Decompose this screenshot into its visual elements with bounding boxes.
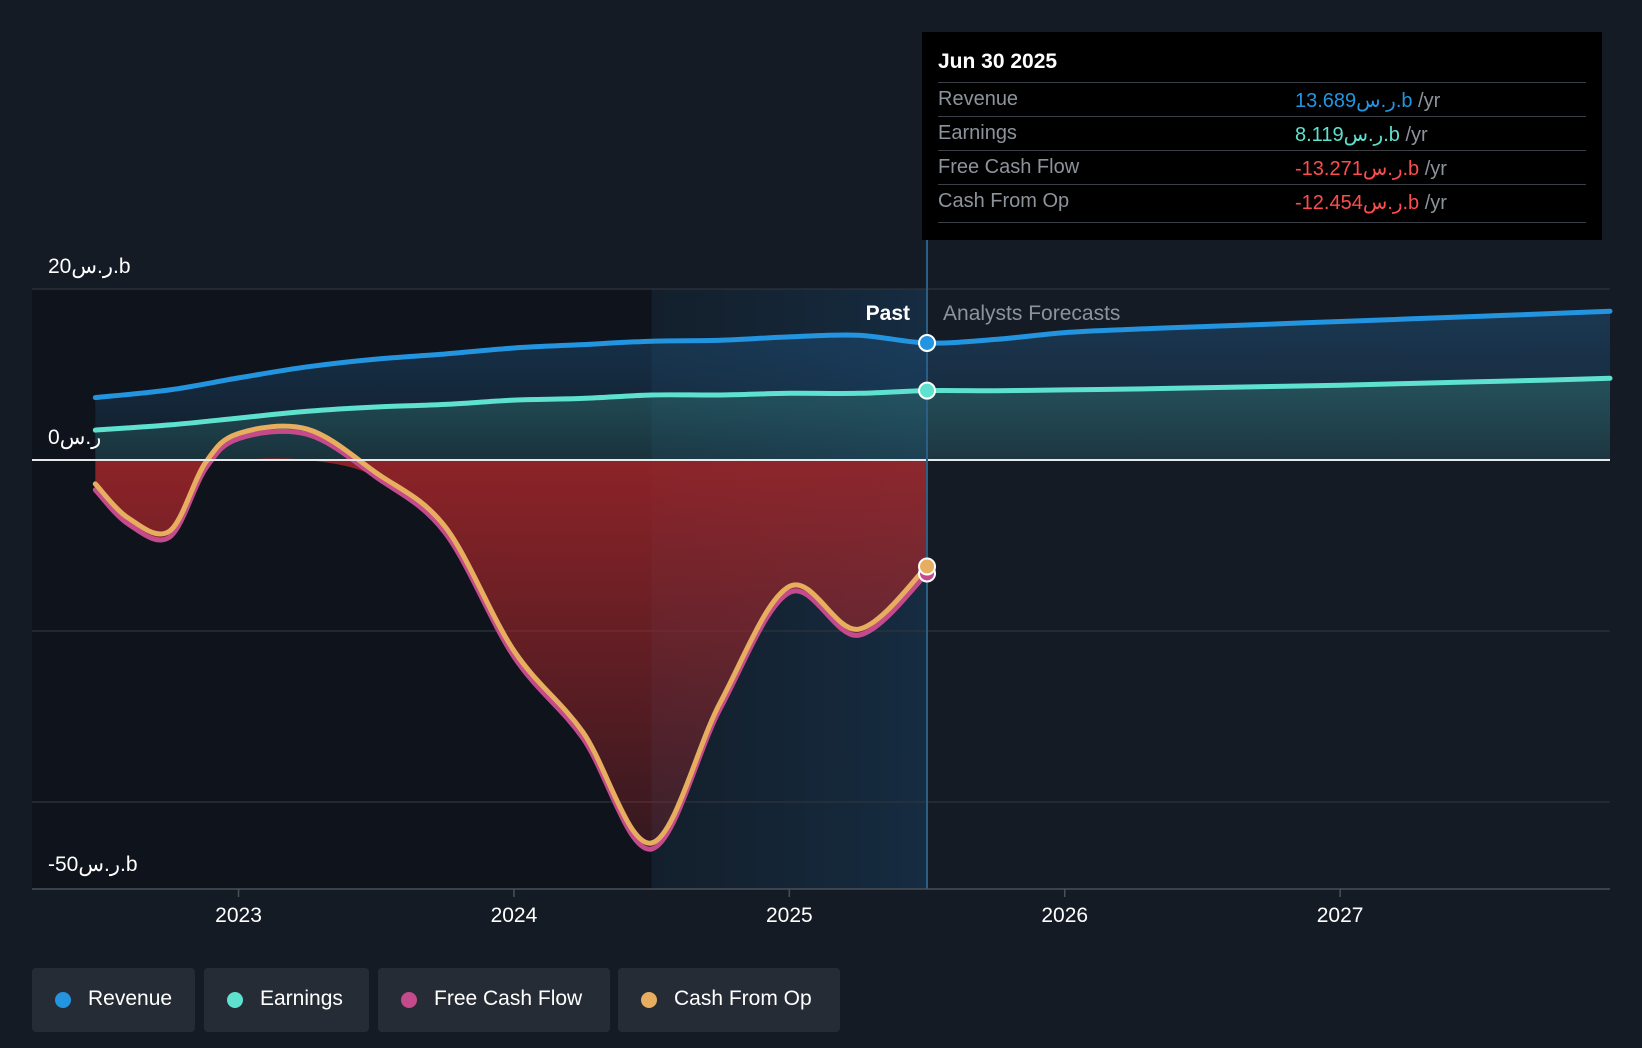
tooltip-label: Free Cash Flow xyxy=(938,156,1080,178)
y-tick-label: 0ر.س xyxy=(48,426,101,450)
earnings-point xyxy=(918,381,937,400)
tooltip: Jun 30 2025 Revenue 13.689ر.س.b /yr Earn… xyxy=(922,32,1602,240)
tooltip-date: Jun 30 2025 xyxy=(938,50,1058,73)
tooltip-row-cash-from-op: Cash From Op -12.454ر.س.b /yr xyxy=(938,184,1586,219)
earnings-area xyxy=(95,378,1610,460)
cash-from-op-dot-icon xyxy=(641,992,657,1008)
tooltip-row-free-cash-flow: Free Cash Flow -13.271ر.س.b /yr xyxy=(938,150,1586,185)
legend-item-earnings[interactable]: Earnings xyxy=(204,968,369,1032)
series-lines xyxy=(92,308,1613,852)
y-axis-ticks: 20ر.س.b 0ر.س -50ر.س.b xyxy=(48,255,138,877)
tooltip-value: -13.271ر.س.b /yr xyxy=(1295,158,1447,180)
x-axis-ticks: 2023 2024 2025 2026 2027 xyxy=(215,889,1363,927)
x-tick-label: 2025 xyxy=(766,904,813,927)
legend-label: Cash From Op xyxy=(674,987,812,1010)
legend-item-revenue[interactable]: Revenue xyxy=(32,968,195,1032)
legend-label: Free Cash Flow xyxy=(434,987,583,1010)
x-tick-label: 2023 xyxy=(215,904,262,927)
earnings-dot-icon xyxy=(227,992,243,1008)
legend-label: Revenue xyxy=(88,987,173,1010)
series-areas xyxy=(95,311,1610,850)
negative-cash-area xyxy=(95,458,928,850)
earnings-line xyxy=(92,375,1613,433)
legend-item-cash-from-op[interactable]: Cash From Op xyxy=(618,968,840,1032)
y-tick-label: -50ر.س.b xyxy=(48,853,138,877)
tooltip-value: -12.454ر.س.b /yr xyxy=(1295,192,1447,214)
revenue-dot-icon xyxy=(55,992,71,1008)
legend-item-free-cash-flow[interactable]: Free Cash Flow xyxy=(378,968,610,1032)
forecast-label: Analysts Forecasts xyxy=(943,302,1120,325)
tooltip-label: Cash From Op xyxy=(938,190,1070,212)
free_cash_flow-line xyxy=(92,428,930,852)
tooltip-row-earnings: Earnings 8.119ر.س.b /yr xyxy=(938,116,1586,151)
x-tick-label: 2027 xyxy=(1317,904,1364,927)
tooltip-label: Earnings xyxy=(938,122,1017,144)
cash_from_op-point xyxy=(918,557,937,576)
x-tick-label: 2024 xyxy=(491,904,538,927)
tooltip-value: 8.119ر.س.b /yr xyxy=(1295,124,1428,146)
series-endpoints xyxy=(918,333,937,583)
tooltip-value: 13.689ر.س.b /yr xyxy=(1295,90,1441,112)
revenue-line xyxy=(92,308,1613,401)
past-label: Past xyxy=(866,302,910,325)
gridlines xyxy=(32,288,1610,803)
x-tick-label: 2026 xyxy=(1041,904,1088,927)
y-tick-label: 20ر.س.b xyxy=(48,255,131,279)
legend-label: Earnings xyxy=(260,987,343,1010)
cash_from_op-line xyxy=(92,423,930,846)
revenue-point xyxy=(918,333,937,352)
tooltip-row-revenue: Revenue 13.689ر.س.b /yr xyxy=(938,82,1586,117)
free-cash-flow-dot-icon xyxy=(401,992,417,1008)
tooltip-label: Revenue xyxy=(938,88,1019,110)
